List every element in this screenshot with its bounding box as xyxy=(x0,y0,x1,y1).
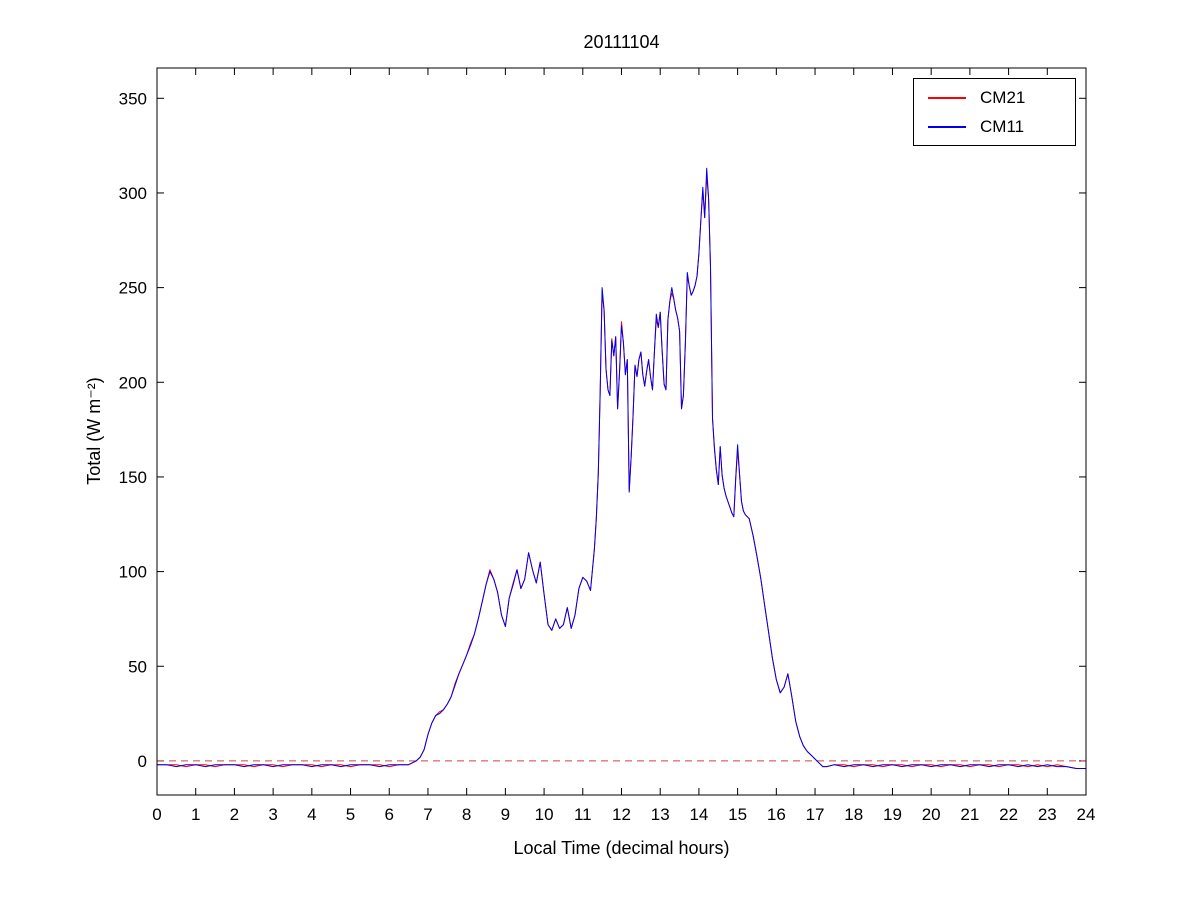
x-tick-label: 5 xyxy=(346,805,355,824)
x-tick-label: 15 xyxy=(728,805,747,824)
chart-title: 20111104 xyxy=(583,32,660,52)
y-tick-label: 50 xyxy=(128,657,147,676)
y-tick-label: 350 xyxy=(119,89,147,108)
y-tick-label: 300 xyxy=(119,184,147,203)
series-cm21-line xyxy=(157,175,1086,769)
x-axis-label: Local Time (decimal hours) xyxy=(513,838,730,858)
x-tick-label: 19 xyxy=(883,805,902,824)
y-tick-label: 200 xyxy=(119,373,147,392)
legend-item-cm21: CM21 xyxy=(928,89,1061,106)
x-tick-label: 7 xyxy=(423,805,432,824)
x-tick-label: 10 xyxy=(535,805,554,824)
legend-label-cm21: CM21 xyxy=(980,88,1026,107)
x-tick-label: 24 xyxy=(1077,805,1096,824)
x-tick-label: 18 xyxy=(844,805,863,824)
x-tick-label: 6 xyxy=(385,805,394,824)
x-tick-label: 16 xyxy=(767,805,786,824)
x-tick-label: 8 xyxy=(462,805,471,824)
y-tick-label: 250 xyxy=(119,279,147,298)
legend-item-cm11: CM11 xyxy=(928,118,1061,135)
x-tick-label: 9 xyxy=(501,805,510,824)
x-tick-label: 3 xyxy=(268,805,277,824)
x-tick-label: 14 xyxy=(689,805,708,824)
x-tick-label: 11 xyxy=(574,805,592,824)
x-tick-label: 20 xyxy=(922,805,941,824)
legend-line-cm21 xyxy=(928,96,966,99)
x-tick-label: 22 xyxy=(999,805,1018,824)
x-tick-label: 12 xyxy=(612,805,631,824)
legend-line-cm11 xyxy=(928,125,966,128)
x-tick-label: 4 xyxy=(307,805,316,824)
axis-box xyxy=(156,67,1087,796)
x-tick-label: 1 xyxy=(191,805,200,824)
x-tick-label: 2 xyxy=(230,805,239,824)
x-tick-label: 23 xyxy=(1038,805,1057,824)
y-tick-label: 0 xyxy=(138,752,147,771)
legend: CM21 CM11 xyxy=(913,78,1076,146)
legend-label-cm11: CM11 xyxy=(980,117,1025,136)
x-tick-label: 13 xyxy=(651,805,670,824)
x-tick-label: 17 xyxy=(806,805,825,824)
y-axis-label: Total (W m⁻²) xyxy=(84,377,104,485)
y-tick-label: 150 xyxy=(119,468,147,487)
x-tick-label: 0 xyxy=(152,805,161,824)
x-tick-label: 21 xyxy=(960,805,979,824)
series-cm11-line xyxy=(157,167,1086,769)
y-tick-label: 100 xyxy=(119,563,147,582)
